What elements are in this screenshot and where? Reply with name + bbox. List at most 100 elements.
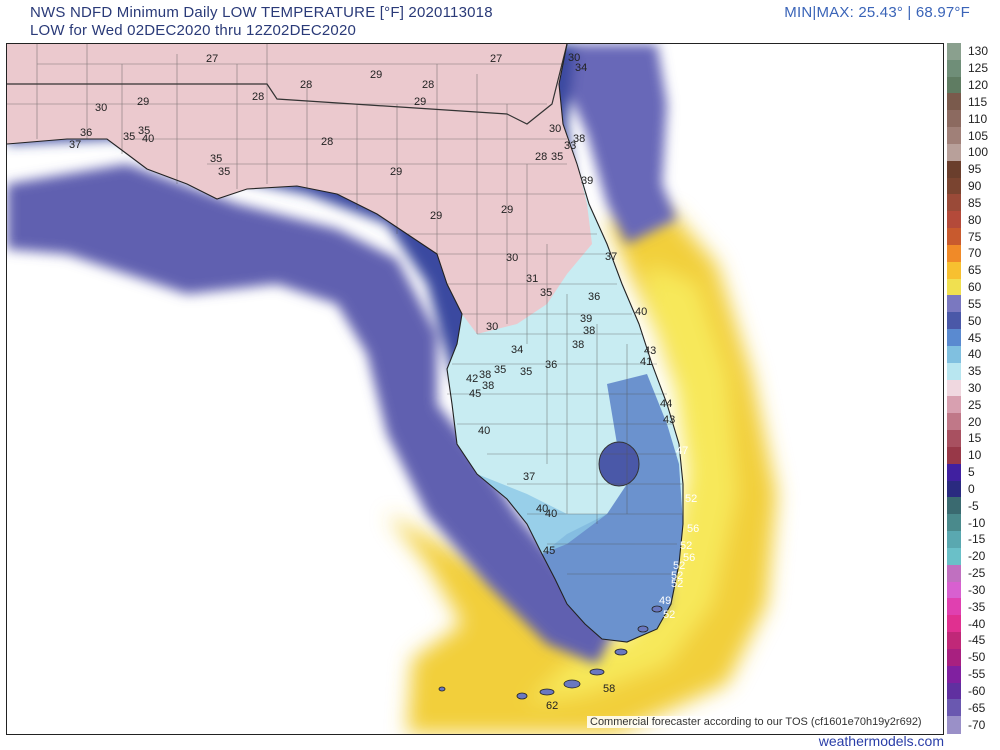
color-scale-label: -70 bbox=[968, 717, 986, 732]
temp-label: 27 bbox=[206, 53, 218, 65]
color-swatch bbox=[947, 430, 961, 448]
temp-label: 52 bbox=[680, 540, 692, 552]
temp-label: 36 bbox=[80, 127, 92, 139]
color-scale-label: 110 bbox=[968, 111, 988, 126]
temp-label: 35 bbox=[123, 131, 135, 143]
temp-label: 28 bbox=[422, 79, 434, 91]
color-scale-label: 65 bbox=[968, 263, 982, 278]
color-swatch bbox=[947, 228, 961, 246]
color-scale-label: -55 bbox=[968, 667, 986, 682]
color-scale-label: -40 bbox=[968, 616, 986, 631]
color-swatch bbox=[947, 76, 961, 95]
temp-label: 38 bbox=[482, 380, 494, 392]
temp-label: 35 bbox=[210, 153, 222, 165]
color-scale-label: -45 bbox=[968, 633, 986, 648]
temp-label: 35 bbox=[218, 166, 230, 178]
temp-label: 30 bbox=[568, 52, 580, 64]
color-scale-label: -25 bbox=[968, 566, 986, 581]
temp-label: 41 bbox=[640, 356, 652, 368]
temp-label: 35 bbox=[494, 364, 506, 376]
color-swatch bbox=[947, 93, 961, 111]
color-scale-label: 55 bbox=[968, 296, 982, 311]
color-swatch bbox=[947, 59, 961, 78]
temp-label: 30 bbox=[549, 123, 561, 135]
temp-label: 29 bbox=[414, 96, 426, 108]
temp-label: 40 bbox=[478, 425, 490, 437]
color-swatch bbox=[947, 244, 961, 263]
temp-label: 52 bbox=[671, 578, 683, 590]
south-florida-warm bbox=[542, 374, 683, 642]
color-swatch bbox=[947, 463, 961, 482]
color-scale-label: 45 bbox=[968, 330, 982, 345]
temp-label: 38 bbox=[583, 325, 595, 337]
color-scale-label: 95 bbox=[968, 162, 982, 177]
color-swatch bbox=[947, 160, 961, 179]
temp-label: 34 bbox=[575, 62, 587, 74]
temp-label: 49 bbox=[659, 595, 671, 607]
temp-label: 35 bbox=[520, 366, 532, 378]
temp-label: 40 bbox=[545, 508, 557, 520]
temp-label: 40 bbox=[536, 503, 548, 515]
temp-label: 56 bbox=[683, 552, 695, 564]
color-swatch bbox=[947, 345, 961, 364]
color-swatch bbox=[947, 615, 961, 633]
color-scale-label: 130 bbox=[968, 44, 989, 59]
color-scale-label: 20 bbox=[968, 414, 982, 429]
tos-disclaimer: Commercial forecaster according to our T… bbox=[587, 716, 925, 728]
color-scale-label: -5 bbox=[968, 498, 979, 513]
color-swatch bbox=[947, 379, 961, 397]
color-scale-bar bbox=[947, 43, 961, 734]
florida-keys bbox=[438, 605, 663, 700]
color-scale-label: -15 bbox=[968, 532, 986, 547]
color-scale-label: 115 bbox=[968, 94, 988, 109]
color-swatch bbox=[947, 497, 961, 515]
atlantic-warm-field bbox=[387, 212, 777, 734]
color-swatch bbox=[947, 396, 961, 414]
color-scale-label: -10 bbox=[968, 515, 986, 530]
color-scale-label: 15 bbox=[968, 431, 982, 446]
temp-label: 28 bbox=[252, 91, 264, 103]
temp-label: 29 bbox=[137, 96, 149, 108]
color-swatch bbox=[947, 665, 961, 684]
temp-label: 28 bbox=[300, 79, 312, 91]
color-swatch bbox=[947, 194, 961, 212]
color-swatch bbox=[947, 480, 961, 498]
temp-label: 30 bbox=[95, 102, 107, 114]
color-swatch bbox=[947, 581, 961, 599]
color-swatch bbox=[947, 312, 961, 330]
temp-label: 38 bbox=[573, 133, 585, 145]
temp-label: 47 bbox=[676, 445, 688, 457]
color-scale-label: 40 bbox=[968, 347, 982, 362]
temp-label: 52 bbox=[663, 609, 675, 621]
temp-label: 28 bbox=[535, 151, 547, 163]
color-swatch bbox=[947, 329, 961, 347]
color-scale-label: 120 bbox=[968, 78, 989, 93]
state-boundary bbox=[7, 44, 568, 125]
map-subtitle: LOW for Wed 02DEC2020 thru 12Z02DEC2020 bbox=[30, 22, 357, 39]
color-scale-label: -20 bbox=[968, 549, 986, 564]
temp-label: 39 bbox=[580, 313, 592, 325]
color-swatch bbox=[947, 43, 961, 61]
temp-label: 30 bbox=[486, 321, 498, 333]
color-scale-label: -35 bbox=[968, 599, 986, 614]
temp-label: 37 bbox=[523, 471, 535, 483]
color-swatch bbox=[947, 564, 961, 583]
temp-label: 33 bbox=[564, 140, 576, 152]
temp-label: 38 bbox=[572, 339, 584, 351]
temp-label: 38 bbox=[479, 369, 491, 381]
temp-label: 40 bbox=[142, 133, 154, 145]
min-max-readout: MIN|MAX: 25.43° | 68.97°F bbox=[784, 4, 970, 21]
color-swatch bbox=[947, 413, 961, 431]
color-swatch bbox=[947, 211, 961, 229]
color-scale-label: 85 bbox=[968, 195, 982, 210]
temp-label: 40 bbox=[635, 306, 647, 318]
site-watermark[interactable]: weathermodels.com bbox=[818, 733, 944, 749]
temp-label: 29 bbox=[370, 69, 382, 81]
color-scale-label: 10 bbox=[968, 448, 982, 463]
temp-label: 42 bbox=[466, 373, 478, 385]
temp-label: 52 bbox=[673, 560, 685, 572]
coastline bbox=[7, 44, 684, 643]
color-swatch bbox=[947, 598, 961, 616]
